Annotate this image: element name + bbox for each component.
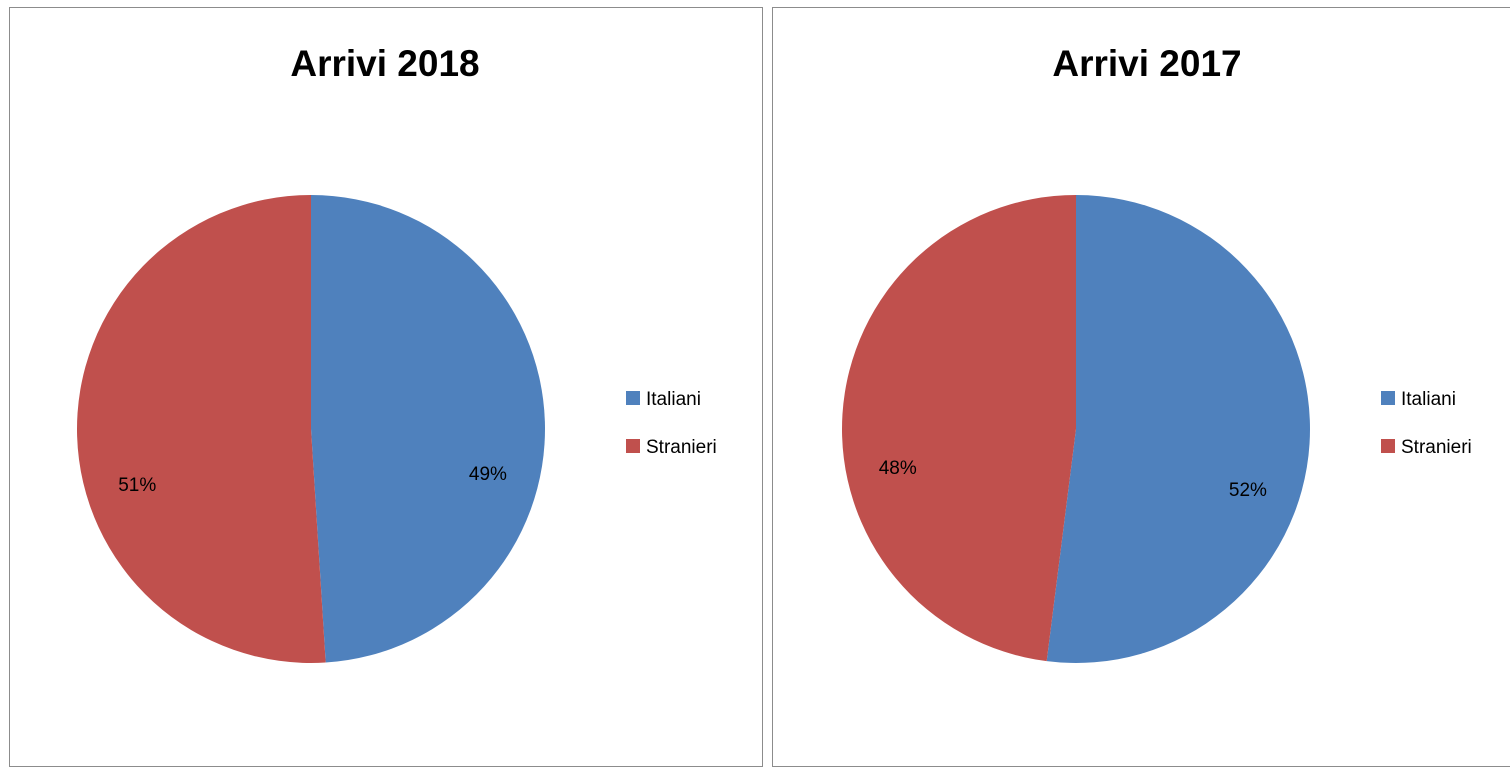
legend-label-stranieri: Stranieri [646,437,717,458]
pie-slice-italiani [311,195,546,663]
legend-label-stranieri: Stranieri [1401,437,1472,458]
pie-slices [841,195,1310,663]
chart-arrivi-2017: Arrivi 2017 52% 48% Italiani Stranieri [772,7,1510,767]
legend-label-italiani: Italiani [1401,389,1456,410]
legend-swatch-stranieri [626,439,640,453]
legend-swatch-italiani [1381,391,1395,405]
chart-legend: Italiani Stranieri [626,389,717,458]
pie-data-labels: 49% 51% [118,464,507,496]
chart-title: Arrivi 2018 [290,43,479,84]
pie-slice-stranieri [841,195,1076,662]
legend-swatch-italiani [626,391,640,405]
data-label-italiani: 52% [1229,480,1267,501]
data-label-italiani: 49% [469,464,507,485]
chart-title: Arrivi 2017 [1052,43,1241,84]
data-label-stranieri: 51% [118,475,156,496]
legend-label-italiani: Italiani [646,389,701,410]
data-label-stranieri: 48% [879,458,917,479]
pie-slice-stranieri [77,195,326,663]
pie-chart-svg: Arrivi 2018 49% 51% Italiani Stranieri [77,43,717,663]
legend-swatch-stranieri [1381,439,1395,453]
pie-slice-italiani [1046,195,1310,663]
chart-legend: Italiani Stranieri [1381,389,1472,458]
pie-chart-svg: Arrivi 2017 52% 48% Italiani Stranieri [841,43,1472,663]
chart-arrivi-2018: Arrivi 2018 49% 51% Italiani Stranieri [9,7,763,767]
pie-slices [77,195,546,663]
pie-data-labels: 52% 48% [879,458,1267,501]
